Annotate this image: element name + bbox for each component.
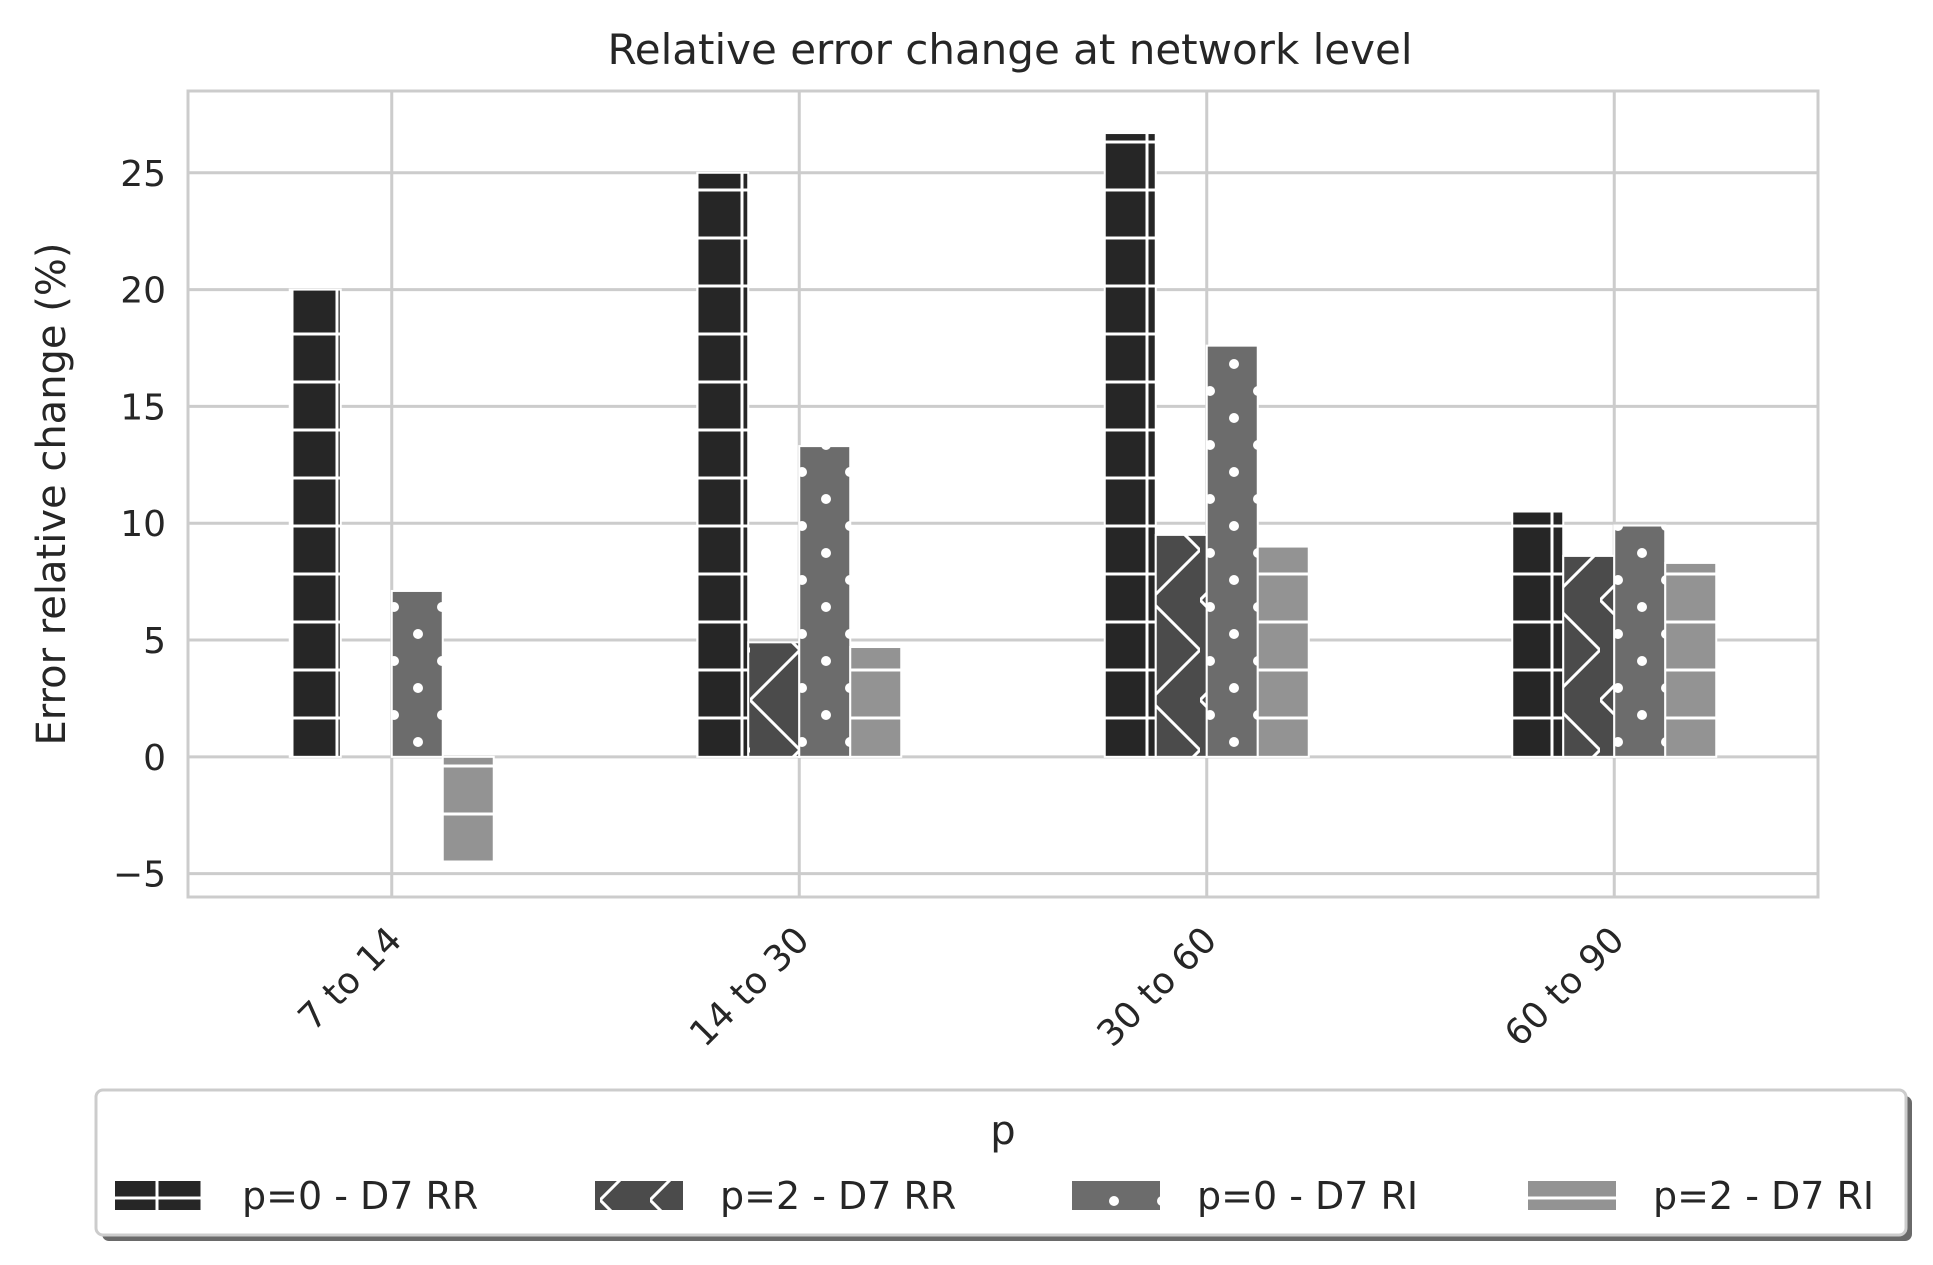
chart-title: Relative error change at network level	[607, 25, 1412, 74]
bar	[1205, 344, 1259, 758]
bar	[798, 445, 852, 758]
y-tick-label: 25	[120, 154, 166, 195]
legend-label: p=2 - D7 RR	[720, 1174, 956, 1218]
y-axis-label: Error relative change (%)	[29, 243, 75, 746]
y-tick-label: −5	[113, 855, 166, 896]
y-tick-label: 10	[120, 504, 166, 545]
legend-label: p=0 - D7 RI	[1197, 1174, 1418, 1218]
bar	[441, 755, 495, 863]
bar	[1256, 545, 1310, 758]
x-tick-label: 7 to 14	[291, 919, 410, 1038]
legend-box	[94, 1088, 1908, 1237]
bar	[288, 288, 342, 758]
y-tick-labels: −5 0 5 10 15 20 25	[113, 154, 166, 896]
legend-swatch	[1528, 1181, 1616, 1210]
legend-label: p=0 - D7 RR	[242, 1174, 478, 1218]
x-tick-label: 30 to 60	[1090, 919, 1226, 1055]
bar	[1613, 524, 1667, 758]
y-tick-label: 5	[143, 621, 166, 662]
legend-title: p	[990, 1108, 1015, 1154]
x-tick-labels: 7 to 14 14 to 30 30 to 60 60 to 90	[291, 919, 1633, 1055]
y-tick-label: 0	[143, 738, 166, 779]
bar	[390, 589, 444, 758]
legend-entries: p=0 - D7 RR p=2 - D7 RR p=0 - D7 RI p=2 - D…	[115, 1174, 1874, 1218]
bar	[1664, 561, 1718, 758]
bar	[696, 171, 750, 758]
bar	[1103, 132, 1157, 758]
y-tick-label: 15	[120, 387, 166, 428]
legend: p p=0 - D7 RR p=2 - D7 RR p=0 - D7 RI p=2 -…	[94, 1088, 1912, 1241]
bar	[849, 646, 903, 758]
x-tick-label: 14 to 30	[682, 919, 818, 1055]
grid-lines	[188, 91, 1818, 897]
legend-label: p=2 - D7 RI	[1653, 1174, 1874, 1218]
legend-swatch	[595, 1181, 683, 1210]
bar	[1562, 554, 1616, 758]
legend-swatch	[115, 1181, 203, 1210]
y-tick-label: 20	[120, 271, 166, 312]
bar	[1511, 510, 1565, 758]
bars	[288, 132, 1718, 863]
plot-frame	[186, 89, 1820, 899]
bar	[747, 641, 801, 758]
legend-swatch	[1072, 1181, 1160, 1210]
x-tick-label: 60 to 90	[1497, 919, 1633, 1055]
bar	[1154, 533, 1208, 758]
